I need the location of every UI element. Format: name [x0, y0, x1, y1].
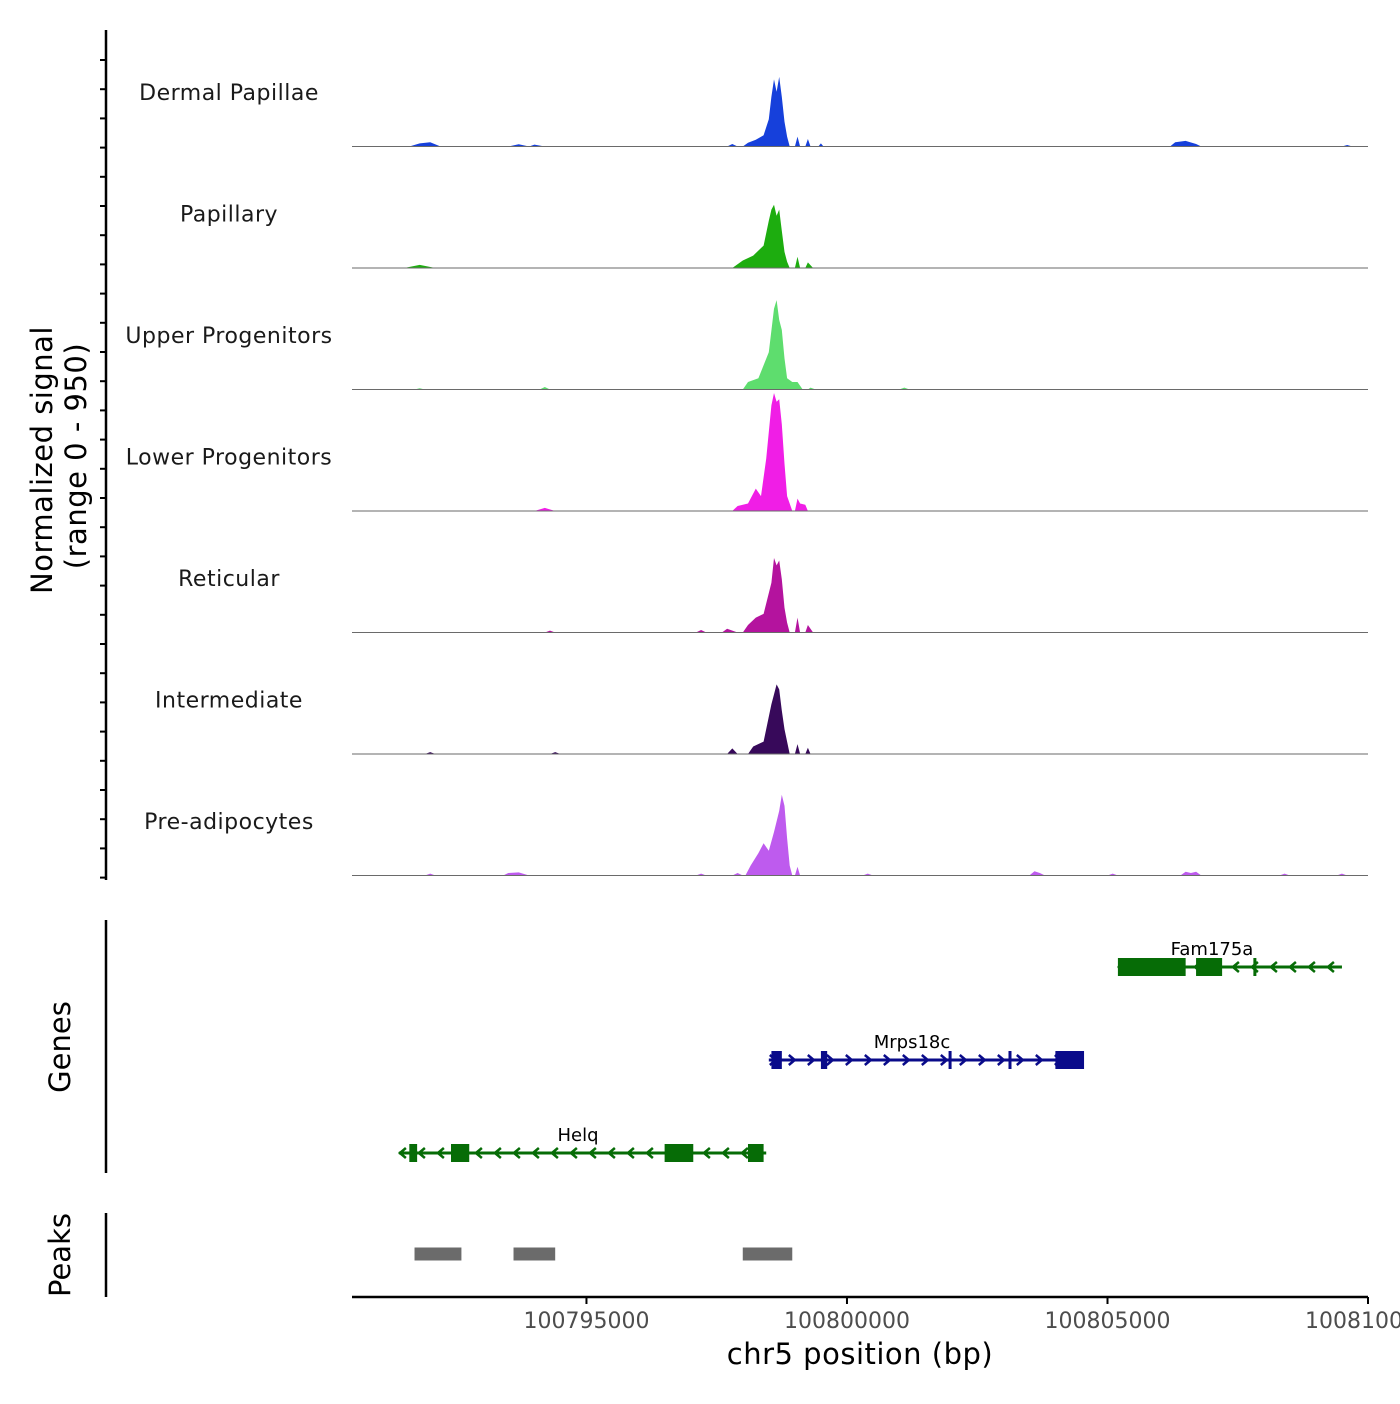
strand-arrow	[883, 1054, 892, 1066]
peak-region	[742, 1247, 793, 1261]
gene-exon	[747, 1144, 764, 1162]
peaks-panel-label: Peaks	[43, 1213, 77, 1297]
strand-arrow	[568, 1147, 578, 1159]
y-axis-label: Normalized signal	[25, 326, 59, 594]
gene-label: Mrps18c	[874, 1032, 951, 1053]
track-label: Papillary	[180, 203, 278, 228]
gene-exon	[820, 1051, 828, 1069]
coverage-area	[352, 204, 1368, 268]
peak-region	[513, 1247, 556, 1261]
strand-arrow	[606, 1147, 616, 1159]
track-label: Upper Progenitors	[125, 324, 332, 349]
track-label: Pre-adipocytes	[144, 810, 314, 835]
gene-model: Helq	[397, 1125, 767, 1162]
strand-arrow	[1016, 1054, 1025, 1066]
gene-exon	[771, 1051, 782, 1069]
x-axis-tick-label: 100805000	[1044, 1309, 1170, 1334]
track-label: Dermal Papillae	[139, 81, 319, 106]
gene-exon	[450, 1144, 470, 1162]
x-axis-tick-label: 100810000	[1305, 1309, 1400, 1334]
strand-arrow	[435, 1147, 445, 1159]
x-axis-tick-label: 100795000	[523, 1309, 649, 1334]
gene-exon	[1196, 958, 1223, 976]
strand-arrow	[492, 1147, 502, 1159]
genes-panel-label: Genes	[43, 1001, 77, 1093]
strand-arrow	[1306, 961, 1316, 973]
strand-arrow	[397, 1147, 407, 1159]
gene-exon	[1055, 1051, 1085, 1069]
strand-arrow	[530, 1147, 540, 1159]
coverage-area	[352, 558, 1368, 633]
strand-arrow	[1035, 1054, 1044, 1066]
coverage-track: Papillary	[180, 203, 1368, 269]
coverage-track: Reticular	[178, 558, 1368, 633]
strand-arrow	[739, 1147, 749, 1159]
strand-arrow	[1230, 961, 1240, 973]
strand-arrow	[625, 1147, 635, 1159]
strand-arrow	[807, 1054, 816, 1066]
track-label: Lower Progenitors	[126, 446, 332, 471]
gene-model: Fam175a	[1116, 939, 1342, 976]
gene-exon	[664, 1144, 694, 1162]
coverage-area	[352, 300, 1368, 390]
track-label: Intermediate	[155, 689, 303, 714]
coverage-track: Intermediate	[155, 684, 1368, 755]
strand-arrow	[1268, 961, 1278, 973]
strand-arrow	[1287, 961, 1297, 973]
strand-arrow	[788, 1054, 797, 1066]
strand-arrow	[587, 1147, 597, 1159]
coverage-area	[352, 393, 1368, 511]
coverage-area	[352, 684, 1368, 754]
strand-arrow	[826, 1054, 835, 1066]
x-axis-tick-label: 100800000	[784, 1309, 910, 1334]
peak-region	[414, 1247, 462, 1261]
strand-arrow	[902, 1054, 911, 1066]
strand-arrow	[959, 1054, 968, 1066]
strand-arrow	[416, 1147, 426, 1159]
strand-arrow	[940, 1054, 949, 1066]
strand-arrow	[644, 1147, 654, 1159]
coverage-track: Lower Progenitors	[126, 393, 1368, 512]
coverage-track: Upper Progenitors	[125, 300, 1368, 390]
gene-exon	[1117, 958, 1186, 976]
strand-arrow	[473, 1147, 483, 1159]
gene-exon	[1008, 1051, 1012, 1069]
coverage-track: Dermal Papillae	[139, 76, 1368, 147]
strand-arrow	[720, 1147, 730, 1159]
strand-arrow	[511, 1147, 521, 1159]
coverage-track: Pre-adipocytes	[144, 794, 1368, 876]
gene-exon	[409, 1144, 418, 1162]
strand-arrow	[845, 1054, 854, 1066]
strand-arrow	[701, 1147, 711, 1159]
gene-label: Fam175a	[1171, 939, 1254, 960]
track-label: Reticular	[178, 567, 280, 592]
gene-exon	[1253, 958, 1257, 976]
strand-arrow	[549, 1147, 559, 1159]
strand-arrow	[997, 1054, 1006, 1066]
x-axis-label: chr5 position (bp)	[727, 1337, 993, 1371]
gene-exon	[948, 1051, 952, 1069]
strand-arrow	[921, 1054, 930, 1066]
strand-arrow	[1325, 961, 1335, 973]
gene-model: Mrps18c	[768, 1032, 1085, 1069]
strand-arrow	[864, 1054, 873, 1066]
gene-label: Helq	[557, 1125, 598, 1146]
coverage-area	[352, 76, 1368, 147]
strand-arrow	[978, 1054, 987, 1066]
coverage-area	[352, 794, 1368, 876]
y-axis-range-label: (range 0 - 950)	[59, 343, 93, 569]
